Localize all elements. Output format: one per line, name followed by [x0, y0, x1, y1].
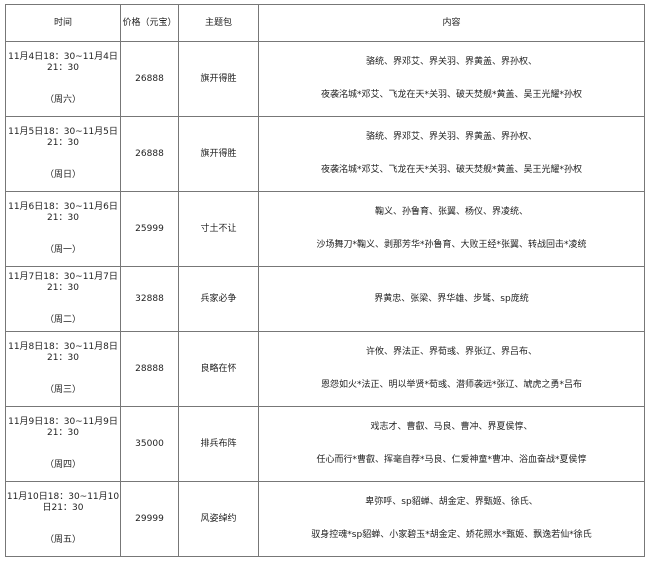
- content-generals: 界黄忠、张梁、界华雄、步骘、sp庞统: [374, 293, 529, 304]
- time-cell: 11月5日18：30~11月5日21：30 （周日）: [5, 116, 121, 192]
- theme-cell: 风姿绰约: [178, 481, 259, 557]
- content-skins: 夜袭洺城*邓艾、飞龙在天*关羽、破天焚舰*黄盖、吴王光耀*孙权: [320, 165, 582, 175]
- header-time: 时间: [5, 4, 121, 42]
- content-skins: 任心而行*曹叡、挥毫自荐*马良、仁爱神童*曹冲、浴血奋战*夏侯惇: [316, 455, 587, 465]
- weekday: （周四）: [44, 460, 81, 471]
- theme-cell: 兵家必争: [178, 266, 259, 332]
- time-range: 11月6日18：30~11月6日21：30: [8, 201, 118, 223]
- content-generals: 许攸、界法正、界荀彧、界张辽、界吕布、: [365, 347, 537, 358]
- table-row: 11月4日18：30~11月4日21：30 （周六） 26888 旗开得胜 骆统、界邓艾…: [5, 41, 645, 117]
- weekday: （周六）: [44, 95, 81, 106]
- content-skins: 驭身控魂*sp貂蝉、小家碧玉*胡金定、娇花照水*甄姬、飘逸若仙*徐氏: [311, 530, 592, 540]
- weekday: （周一）: [44, 245, 81, 256]
- time-cell: 11月6日18：30~11月6日21：30 （周一）: [5, 191, 121, 267]
- price-cell: 25999: [120, 191, 179, 267]
- weekday: （周二）: [44, 315, 81, 326]
- time-range: 11月7日18：30~11月7日21：30: [8, 271, 118, 293]
- theme-cell: 旗开得胜: [178, 41, 259, 117]
- content-generals: 卑弥呼、sp貂蝉、胡金定、界甄姬、徐氏、: [365, 497, 538, 508]
- time-cell: 11月7日18：30~11月7日21：30 （周二）: [5, 266, 121, 332]
- header-price: 价格（元宝）: [120, 4, 179, 42]
- content-cell: 戏志才、曹叡、马良、曹冲、界夏侯惇、任心而行*曹叡、挥毫自荐*马良、仁爱神童*曹…: [258, 406, 645, 482]
- time-cell: 11月4日18：30~11月4日21：30 （周六）: [5, 41, 121, 117]
- content-cell: 卑弥呼、sp貂蝉、胡金定、界甄姬、徐氏、驭身控魂*sp貂蝉、小家碧玉*胡金定、娇…: [258, 481, 645, 557]
- table-row: 11月10日18：30~11月10日21：30 （周五） 29999 风姿绰约 卑弥呼、…: [5, 481, 645, 557]
- time-range: 11月10日18：30~11月10日21：30: [6, 491, 120, 513]
- price-cell: 32888: [120, 266, 179, 332]
- price-cell: 35000: [120, 406, 179, 482]
- content-generals: 鞠义、孙鲁育、张翼、杨仪、界凌统、: [374, 207, 528, 218]
- time-range: 11月8日18：30~11月8日21：30: [8, 341, 118, 363]
- theme-cell: 良略在怀: [178, 331, 259, 407]
- time-cell: 11月10日18：30~11月10日21：30 （周五）: [5, 481, 121, 557]
- content-cell: 许攸、界法正、界荀彧、界张辽、界吕布、恩怨如火*法正、明以举贤*荀彧、潜师袭远*…: [258, 331, 645, 407]
- content-generals: 骆统、界邓艾、界关羽、界黄盖、界孙权、: [365, 57, 537, 68]
- content-cell: 骆统、界邓艾、界关羽、界黄盖、界孙权、夜袭洺城*邓艾、飞龙在天*关羽、破天焚舰*…: [258, 116, 645, 192]
- content-skins: 恩怨如火*法正、明以举贤*荀彧、潜师袭远*张辽、虓虎之勇*吕布: [320, 380, 582, 390]
- table-row: 11月9日18：30~11月9日21：30 （周四） 35000 排兵布阵 戏志才、曹叡…: [5, 406, 645, 482]
- price-cell: 28888: [120, 331, 179, 407]
- time-range: 11月9日18：30~11月9日21：30: [8, 416, 118, 438]
- time-cell: 11月8日18：30~11月8日21：30 （周三）: [5, 331, 121, 407]
- weekday: （周五）: [44, 535, 81, 546]
- content-skins: 沙场舞刀*鞠义、剥那芳华*孙鲁育、大败王经*张翼、转战回击*凌统: [316, 240, 587, 250]
- weekday: （周三）: [44, 385, 81, 396]
- content-skins: 夜袭洺城*邓艾、飞龙在天*关羽、破天焚舰*黄盖、吴王光耀*孙权: [320, 90, 582, 100]
- header-content: 内容: [258, 4, 645, 42]
- content-cell: 骆统、界邓艾、界关羽、界黄盖、界孙权、夜袭洺城*邓艾、飞龙在天*关羽、破天焚舰*…: [258, 41, 645, 117]
- time-range: 11月5日18：30~11月5日21：30: [8, 126, 118, 148]
- table-row: 11月5日18：30~11月5日21：30 （周日） 26888 旗开得胜 骆统、界邓艾…: [5, 116, 645, 192]
- weekday: （周日）: [44, 170, 81, 181]
- table-row: 11月6日18：30~11月6日21：30 （周一） 25999 寸土不让 鞠义、孙鲁育…: [5, 191, 645, 267]
- table-row: 11月7日18：30~11月7日21：30 （周二） 32888 兵家必争 界黄忠、张梁…: [5, 266, 645, 332]
- content-cell: 鞠义、孙鲁育、张翼、杨仪、界凌统、沙场舞刀*鞠义、剥那芳华*孙鲁育、大败王经*张…: [258, 191, 645, 267]
- schedule-table: 时间 价格（元宝） 主题包 内容 11月4日18：30~11月4日21：30 （周…: [5, 4, 645, 557]
- time-range: 11月4日18：30~11月4日21：30: [8, 51, 118, 73]
- content-cell: 界黄忠、张梁、界华雄、步骘、sp庞统: [258, 266, 645, 332]
- content-generals: 骆统、界邓艾、界关羽、界黄盖、界孙权、: [365, 132, 537, 143]
- theme-cell: 寸土不让: [178, 191, 259, 267]
- content-generals: 戏志才、曹叡、马良、曹冲、界夏侯惇、: [370, 422, 533, 433]
- time-cell: 11月9日18：30~11月9日21：30 （周四）: [5, 406, 121, 482]
- table-row: 11月8日18：30~11月8日21：30 （周三） 28888 良略在怀 许攸、界法正…: [5, 331, 645, 407]
- theme-cell: 旗开得胜: [178, 116, 259, 192]
- price-cell: 26888: [120, 41, 179, 117]
- price-cell: 26888: [120, 116, 179, 192]
- header-theme: 主题包: [178, 4, 259, 42]
- price-cell: 29999: [120, 481, 179, 557]
- theme-cell: 排兵布阵: [178, 406, 259, 482]
- header-row: 时间 价格（元宝） 主题包 内容: [5, 4, 645, 42]
